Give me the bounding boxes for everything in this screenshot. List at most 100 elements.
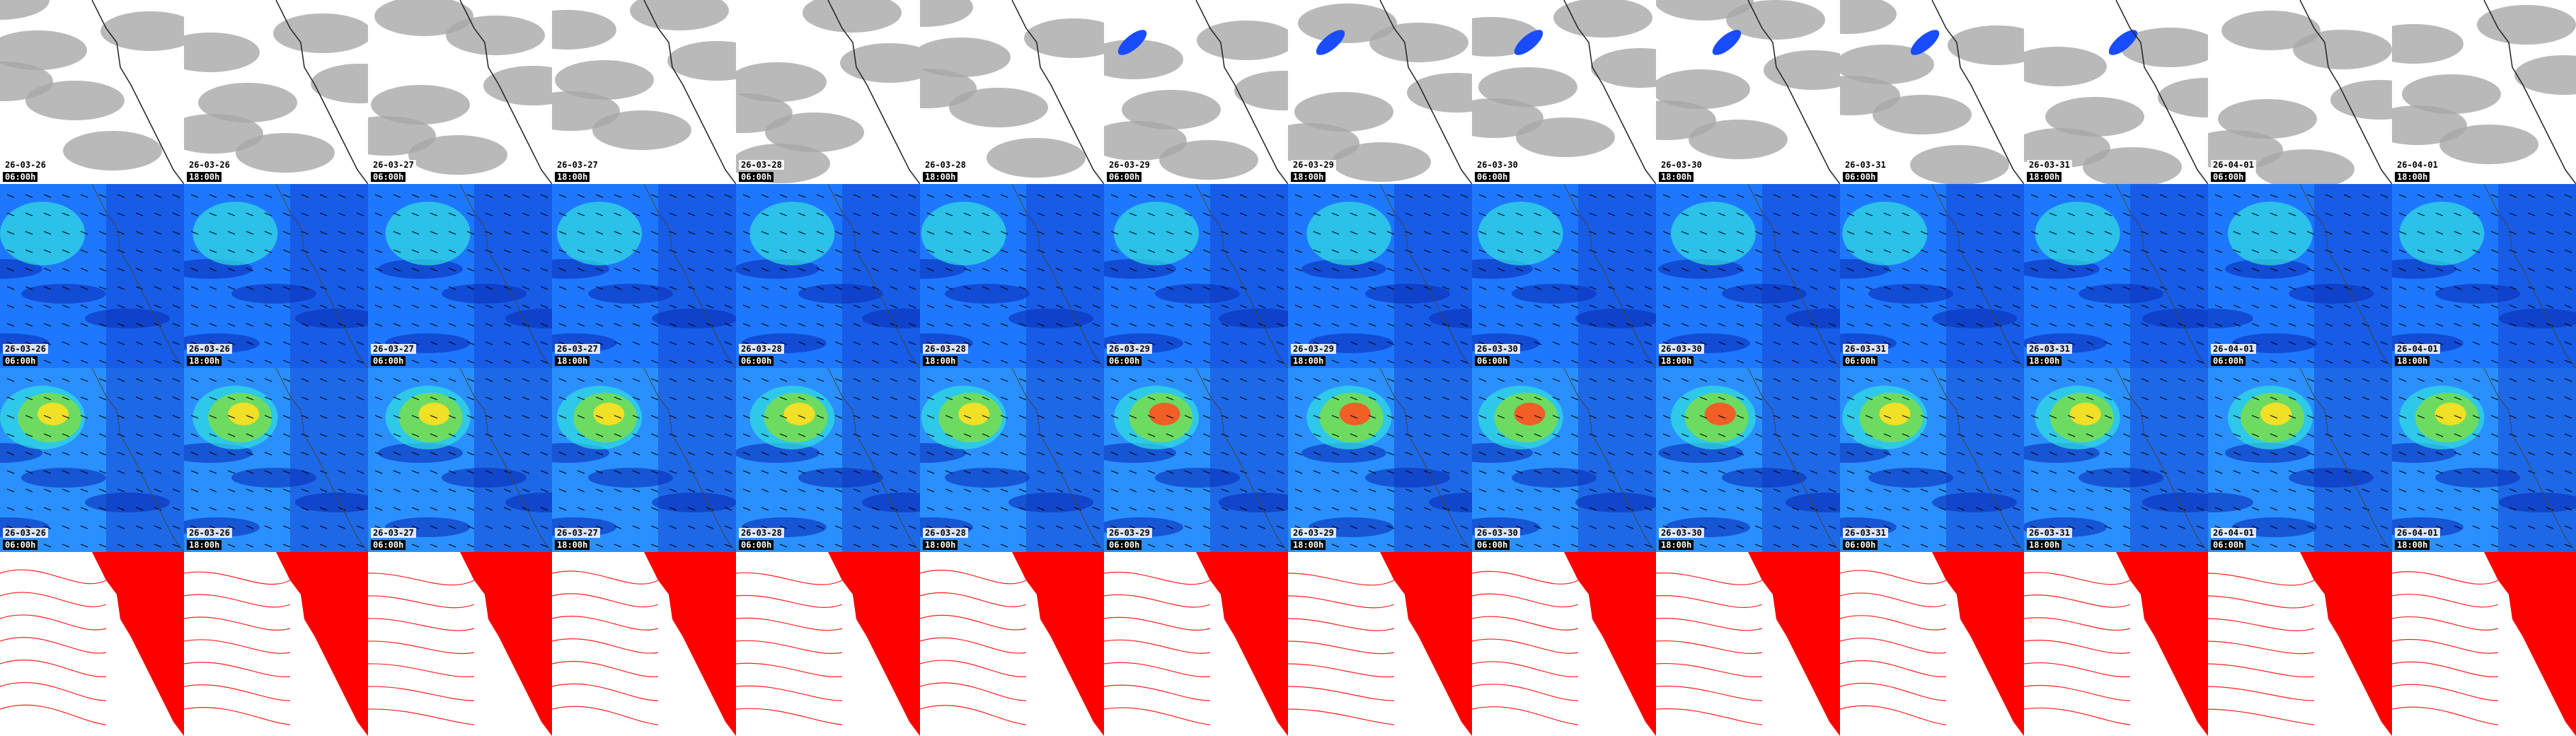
wind-arrow (135, 378, 144, 382)
wind-arrow (2343, 378, 2352, 382)
map-image (1840, 0, 2024, 184)
wind-arrow (98, 323, 107, 327)
wind-arrow (1699, 286, 1708, 290)
wind-arrow (1754, 507, 1763, 511)
wind-arrow (1773, 304, 1781, 309)
wind-arrow (1607, 231, 1616, 235)
wind-arrow (2067, 415, 2076, 419)
wind-arrow (2012, 415, 2020, 419)
wind-arrow (25, 488, 33, 493)
wind-arrow (264, 212, 272, 217)
wind-arrow (522, 268, 530, 272)
cloud (1873, 95, 1972, 134)
wind-arrow (1754, 304, 1763, 309)
wind-arrow (1386, 231, 1395, 235)
wind-arrow (1810, 249, 1818, 253)
wind-arrow (1938, 470, 1947, 474)
wind-arrow (2012, 488, 2020, 493)
gust-map: 26-03-29 06:00h (1104, 368, 1288, 552)
wind-arrow (1350, 525, 1358, 529)
wind-arrow (761, 231, 769, 235)
wind-arrow (246, 488, 254, 493)
wind-arrow (2251, 470, 2260, 474)
wind-arrow (2086, 304, 2094, 309)
wind-arrow (1957, 488, 1965, 493)
wind-arrow (1791, 249, 1800, 253)
wind-arrow (2012, 396, 2020, 401)
wind-arrow (430, 286, 438, 290)
wind-arrow (2564, 323, 2572, 327)
map-image (1472, 0, 1656, 184)
wind-arrow (1736, 360, 1744, 364)
cloud (2392, 24, 2463, 64)
time-label: 06:00h (739, 540, 774, 550)
wind-arrow (1883, 212, 1892, 217)
wind-arrow (1883, 304, 1892, 309)
date-label: 26-03-29 (1291, 528, 1336, 538)
wind-arrow (393, 488, 401, 493)
wind-arrow (2030, 470, 2039, 474)
wind-arrow (1110, 194, 1119, 198)
wind-arrow (135, 231, 144, 235)
wind-arrow (2435, 323, 2444, 327)
wind-arrow (1810, 231, 1818, 235)
wind-arrow (1350, 396, 1358, 401)
wind-arrow (779, 488, 788, 493)
wind-arrow (540, 507, 548, 511)
isobar (1288, 640, 1395, 655)
wind-arrow (687, 249, 696, 253)
wind-arrow (2472, 525, 2480, 529)
wind-arrow (2251, 525, 2260, 529)
wind-arrow (2067, 268, 2076, 272)
time-label: 06:00h (1843, 540, 1878, 550)
wind-arrow (2472, 194, 2480, 198)
wind-arrow (816, 433, 824, 437)
time-label: 06:00h (1475, 540, 1510, 550)
wind-arrow (2527, 544, 2536, 548)
wind-arrow (2490, 286, 2499, 290)
wind-arrow (135, 525, 144, 529)
cloud (987, 138, 1086, 178)
wind-arrow (1055, 470, 1064, 474)
land (1394, 368, 1472, 552)
wind-arrow (1975, 286, 1984, 290)
wind-arrow (62, 212, 70, 217)
wind-arrow (1018, 341, 1027, 345)
wind-arrow (2398, 194, 2407, 198)
wind-arrow (1718, 304, 1726, 309)
wind-arrow (779, 396, 788, 401)
wind-arrow (172, 194, 180, 198)
wind-arrow (779, 525, 788, 529)
wind-arrow (614, 433, 622, 437)
wind-arrow (1552, 470, 1560, 474)
wind-arrow (1202, 415, 1211, 419)
wind-arrow (62, 323, 70, 327)
wind-arrow (2398, 304, 2407, 309)
wind-arrow (687, 544, 696, 548)
wind-arrow (1442, 360, 1450, 364)
wind-arrow (190, 452, 199, 456)
wind-arrow (1350, 194, 1358, 198)
wind-arrow (2288, 470, 2296, 474)
land (1932, 552, 2024, 736)
wind-arrow (1938, 231, 1947, 235)
pressure-map (0, 552, 184, 736)
wind-arrow (1478, 415, 1487, 419)
wind-arrow (2104, 525, 2112, 529)
wind-arrow (2159, 194, 2168, 198)
coastline (459, 0, 552, 184)
wind-arrow (1718, 452, 1726, 456)
wind-arrow (1791, 360, 1800, 364)
wind-arrow (1920, 341, 1928, 345)
cloud (1764, 50, 1840, 90)
wind-arrow (2454, 341, 2462, 345)
wind-arrow (1037, 488, 1045, 493)
wind-arrow (1589, 507, 1597, 511)
time-label: 06:00h (2211, 540, 2246, 550)
wind-arrow (282, 378, 291, 382)
map-image (1840, 184, 2024, 368)
wind-arrow (2288, 341, 2296, 345)
wind-arrow (798, 304, 806, 309)
wind-arrow (172, 488, 180, 493)
